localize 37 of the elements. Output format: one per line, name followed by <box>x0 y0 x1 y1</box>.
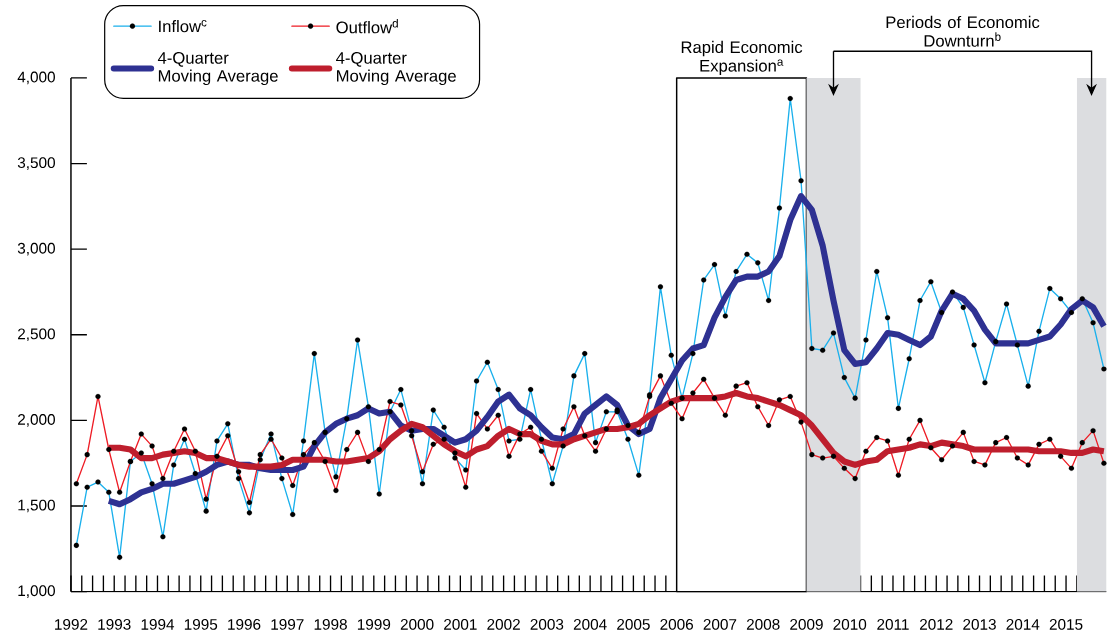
x-tick-label: 2008 <box>746 619 780 631</box>
x-tick-label: 2002 <box>487 619 520 631</box>
band-label: Rapid Economic Expansion$^{a}$ <box>681 41 803 76</box>
x-tick-label: 2003 <box>530 619 564 631</box>
x-tick-label: 2014 <box>1006 619 1040 631</box>
y-tick-label: 1,500 <box>18 499 55 513</box>
x-tick-label: 2001 <box>444 619 477 631</box>
x-tick-label: 2013 <box>963 619 996 631</box>
legend-label: 4-Quarter Moving Average <box>336 52 456 86</box>
x-tick-label: 2009 <box>790 619 823 631</box>
x-tick-label: 1995 <box>184 619 218 631</box>
y-tick-label: 2,000 <box>18 414 55 427</box>
x-tick-label: 1997 <box>271 619 304 631</box>
legend-label: Inflow$^{c}$ <box>159 20 207 33</box>
x-tick-label: 2006 <box>660 619 694 631</box>
x-tick-label: 2004 <box>573 619 607 631</box>
x-tick-label: 1992 <box>55 619 88 631</box>
y-tick-label: 3,500 <box>17 157 55 171</box>
x-tick-label: 1998 <box>314 619 347 631</box>
y-tick-label: 3,000 <box>17 243 55 256</box>
x-tick-label: 2000 <box>400 619 434 631</box>
x-tick-label: 2007 <box>703 619 737 631</box>
x-tick-label: 2012 <box>919 619 953 631</box>
x-tick-label: 2011 <box>877 619 909 631</box>
x-tick-label: 2005 <box>617 619 650 631</box>
text: Periods of Economic Downturn$^{b}$ <box>886 16 1040 47</box>
x-tick-label: 1993 <box>98 619 131 631</box>
x-tick-label: 2010 <box>833 619 867 631</box>
y-tick-label: 4,000 <box>17 71 55 85</box>
x-tick-label: 2015 <box>1049 619 1083 631</box>
legend-label: Outflow$^{d}$ <box>336 19 398 34</box>
y-tick-label: 2,500 <box>18 328 55 342</box>
x-tick-label: 1996 <box>228 619 261 631</box>
legend-label: 4-Quarter Moving Average <box>157 52 278 86</box>
x-tick-label: 1999 <box>357 619 391 631</box>
y-tick-label: 1,000 <box>18 585 55 599</box>
x-tick-label: 1994 <box>141 619 175 631</box>
